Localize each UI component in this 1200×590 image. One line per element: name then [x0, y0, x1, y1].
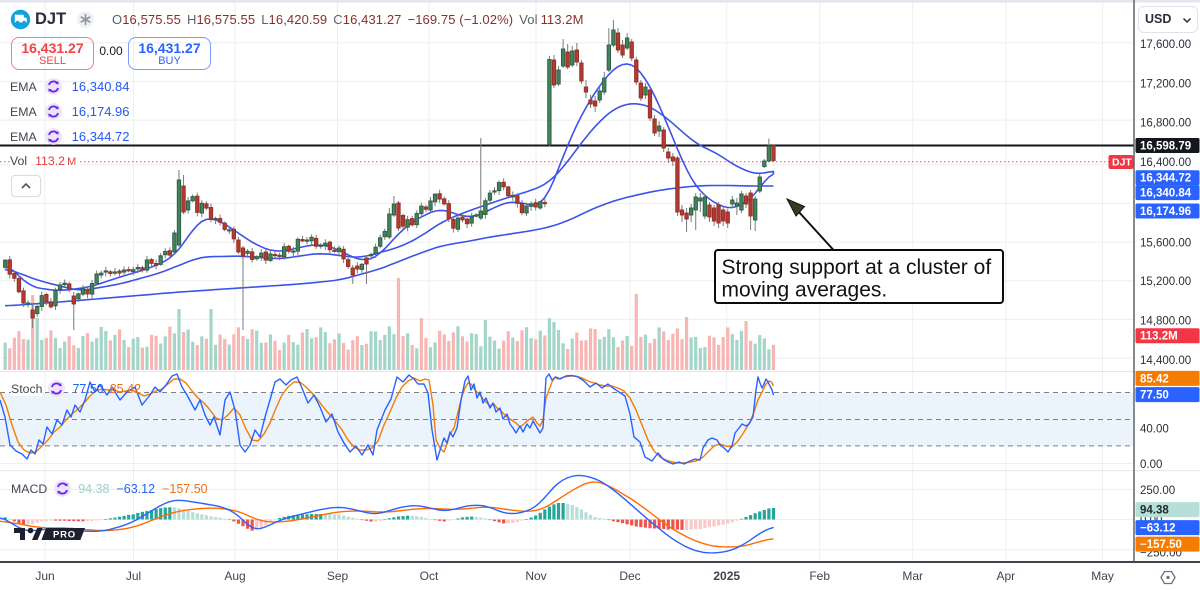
svg-text:Mar: Mar	[902, 569, 923, 583]
svg-text:2025: 2025	[713, 569, 740, 583]
svg-text:40.00: 40.00	[1140, 423, 1169, 435]
svg-text:Apr: Apr	[996, 569, 1015, 583]
svg-text:250.00: 250.00	[1140, 485, 1175, 497]
svg-text:Jul: Jul	[126, 569, 141, 583]
svg-text:85.42: 85.42	[1140, 373, 1169, 385]
svg-text:16,340.84: 16,340.84	[1140, 188, 1192, 200]
svg-text:Dec: Dec	[619, 569, 640, 583]
svg-text:14,800.00: 14,800.00	[1140, 315, 1191, 327]
svg-text:Sep: Sep	[327, 569, 349, 583]
svg-text:113.2M: 113.2M	[1140, 331, 1178, 343]
svg-text:77.50: 77.50	[1140, 390, 1169, 402]
svg-text:Nov: Nov	[525, 569, 546, 583]
svg-text:17,200.00: 17,200.00	[1140, 79, 1191, 91]
svg-text:−63.12: −63.12	[1140, 523, 1176, 535]
svg-text:16,598.79: 16,598.79	[1140, 141, 1191, 153]
svg-text:0.00: 0.00	[1140, 459, 1162, 471]
svg-text:DJT: DJT	[1112, 157, 1132, 169]
svg-text:14,400.00: 14,400.00	[1140, 355, 1191, 367]
svg-text:PRO: PRO	[53, 530, 76, 541]
svg-text:Aug: Aug	[224, 569, 245, 583]
svg-text:−157.50: −157.50	[1140, 539, 1182, 551]
svg-text:moving averages.: moving averages.	[722, 279, 888, 302]
svg-text:Feb: Feb	[809, 569, 830, 583]
svg-text:16,344.72: 16,344.72	[1140, 173, 1191, 185]
svg-text:May: May	[1091, 569, 1114, 583]
svg-text:Jun: Jun	[35, 569, 54, 583]
svg-text:15,200.00: 15,200.00	[1140, 276, 1191, 288]
svg-text:15,600.00: 15,600.00	[1140, 238, 1191, 250]
svg-text:94.38: 94.38	[1140, 505, 1169, 517]
svg-text:Oct: Oct	[420, 569, 439, 583]
svg-text:17,600.00: 17,600.00	[1140, 39, 1191, 51]
svg-text:16,400.00: 16,400.00	[1140, 157, 1191, 169]
svg-text:Strong support at a cluster of: Strong support at a cluster of	[722, 256, 992, 279]
svg-text:16,800.00: 16,800.00	[1140, 118, 1191, 130]
svg-text:16,174.96: 16,174.96	[1140, 206, 1191, 218]
